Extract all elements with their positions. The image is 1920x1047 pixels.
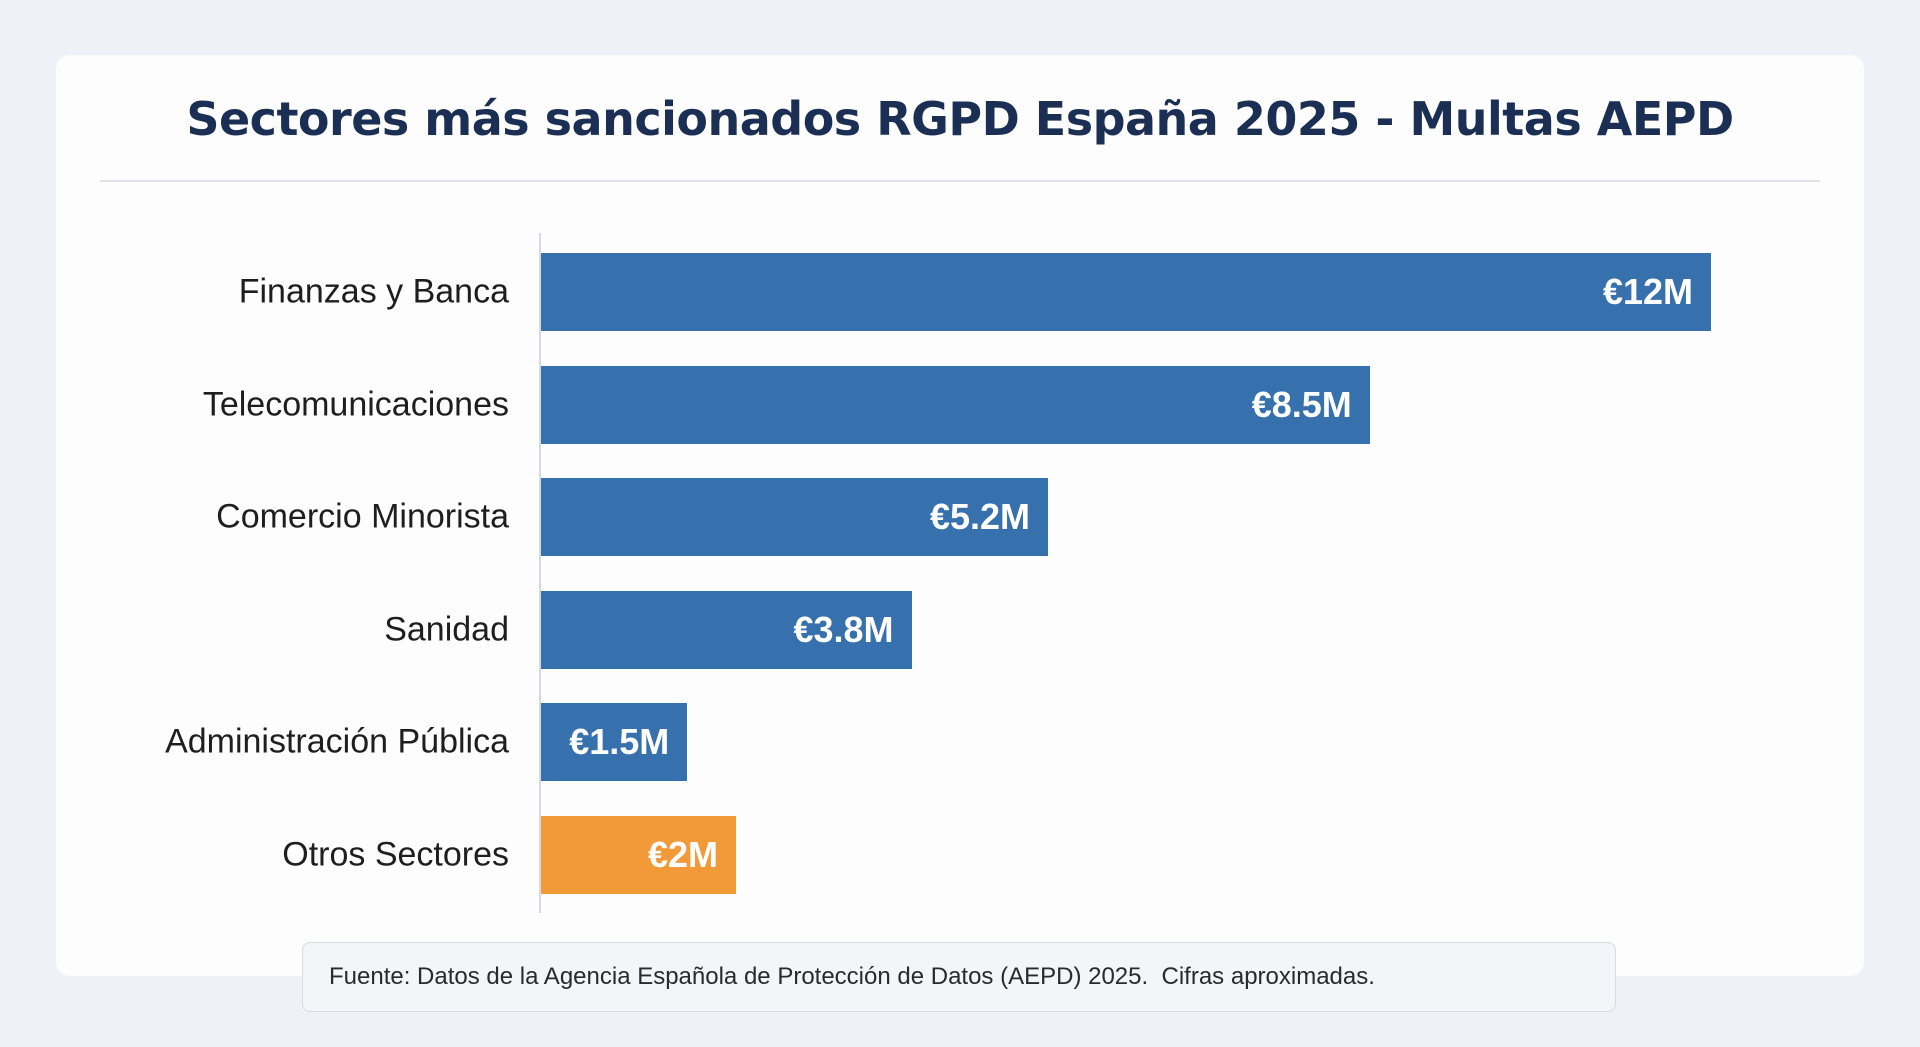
bar: €2M	[541, 816, 736, 894]
bar-value-label: €2M	[647, 834, 718, 875]
source-footnote: Fuente: Datos de la Agencia Española de …	[302, 942, 1616, 1012]
bar-value-label: €12M	[1602, 271, 1693, 312]
title-divider	[100, 180, 1820, 182]
bar: €12M	[541, 253, 1711, 331]
bar-value-label: €3.8M	[793, 608, 894, 650]
category-label: Finanzas y Banca	[238, 272, 509, 311]
bar-value-label: €8.5M	[1251, 383, 1352, 425]
bar-value-label: €1.5M	[569, 721, 670, 763]
category-label: Telecomunicaciones	[202, 385, 509, 424]
bar: €1.5M	[541, 703, 688, 782]
bar-value-label: €5.2M	[929, 496, 1030, 538]
bar: €8.5M	[541, 365, 1370, 444]
category-label: Otros Sectores	[282, 835, 509, 874]
y-axis-line	[539, 233, 541, 913]
category-label: Administración Pública	[165, 722, 509, 761]
category-label: Comercio Minorista	[216, 497, 509, 536]
bar: €5.2M	[541, 478, 1048, 557]
category-label: Sanidad	[384, 610, 509, 649]
chart-title: Sectores más sancionados RGPD España 202…	[186, 92, 1734, 146]
bar: €3.8M	[541, 590, 912, 669]
